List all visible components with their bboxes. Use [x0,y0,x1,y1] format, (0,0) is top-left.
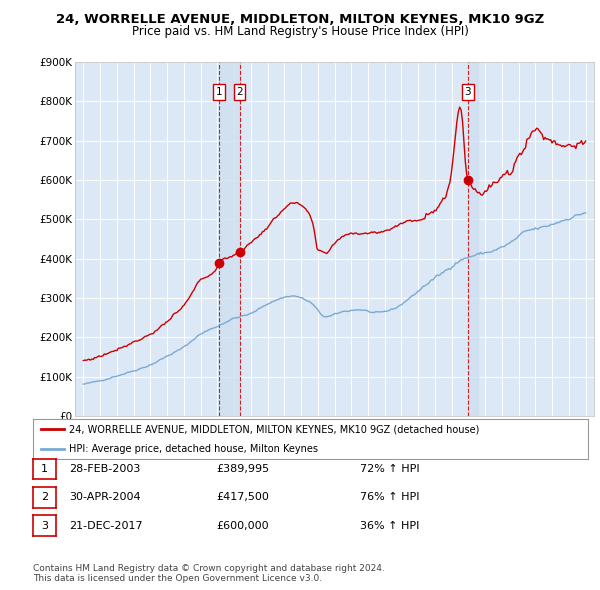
Text: 3: 3 [41,521,48,530]
Text: 1: 1 [216,87,223,97]
Bar [220,62,239,416]
Text: Contains HM Land Registry data © Crown copyright and database right 2024.
This d: Contains HM Land Registry data © Crown c… [33,563,385,583]
Text: 1: 1 [41,464,48,474]
Text: £389,995: £389,995 [216,464,269,474]
Text: 2: 2 [41,493,48,502]
Text: 2: 2 [236,87,243,97]
Text: £417,500: £417,500 [216,493,269,502]
Text: Price paid vs. HM Land Registry's House Price Index (HPI): Price paid vs. HM Land Registry's House … [131,25,469,38]
Text: 28-FEB-2003: 28-FEB-2003 [69,464,140,474]
Text: HPI: Average price, detached house, Milton Keynes: HPI: Average price, detached house, Milt… [69,444,318,454]
Text: £600,000: £600,000 [216,521,269,530]
Text: 24, WORRELLE AVENUE, MIDDLETON, MILTON KEYNES, MK10 9GZ (detached house): 24, WORRELLE AVENUE, MIDDLETON, MILTON K… [69,424,479,434]
Text: 24, WORRELLE AVENUE, MIDDLETON, MILTON KEYNES, MK10 9GZ: 24, WORRELLE AVENUE, MIDDLETON, MILTON K… [56,13,544,26]
Text: 21-DEC-2017: 21-DEC-2017 [69,521,143,530]
Bar [468,62,478,416]
Text: 76% ↑ HPI: 76% ↑ HPI [360,493,419,502]
Text: 3: 3 [464,87,471,97]
Text: 36% ↑ HPI: 36% ↑ HPI [360,521,419,530]
Text: 30-APR-2004: 30-APR-2004 [69,493,140,502]
Text: 72% ↑ HPI: 72% ↑ HPI [360,464,419,474]
